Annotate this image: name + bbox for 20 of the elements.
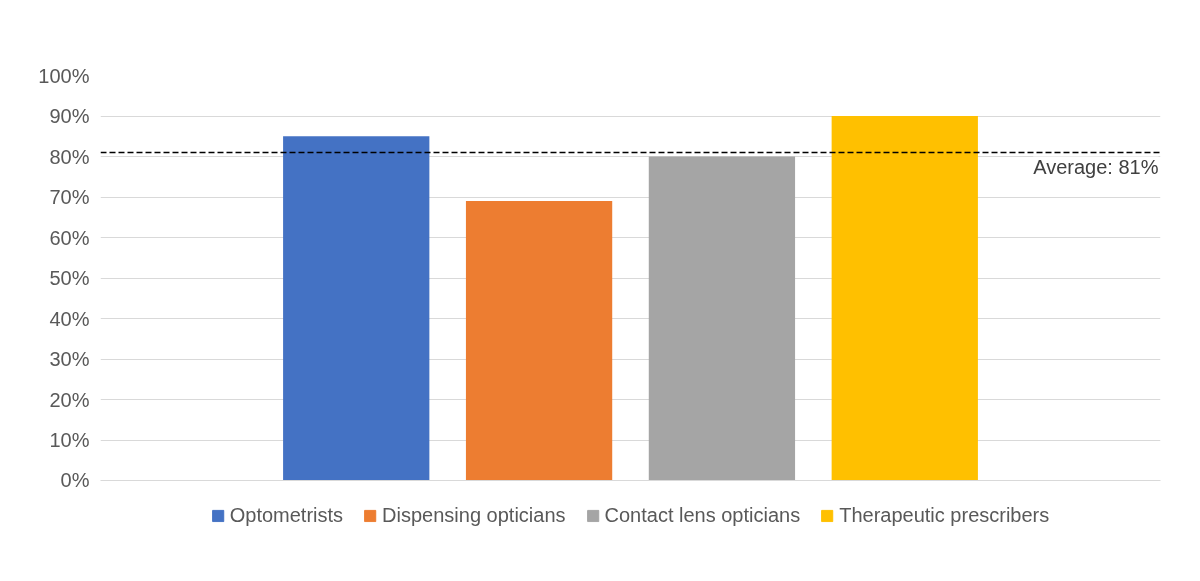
y-tick-label: 30% — [49, 348, 90, 370]
bar — [283, 136, 430, 481]
legend-label: Optometrists — [229, 503, 344, 527]
y-tick-label: 40% — [49, 307, 90, 330]
y-tick-label: 80% — [49, 145, 90, 168]
y-tick-label: 70% — [49, 186, 90, 208]
bar — [465, 201, 613, 481]
legend-label: Dispensing opticians — [382, 503, 566, 527]
y-tick-label: 0% — [60, 468, 90, 491]
y-tick-label: 100% — [38, 64, 90, 87]
y-tick-label: 20% — [49, 388, 90, 411]
ref-line-label: Average: 81% — [1033, 156, 1159, 179]
y-tick-label: 10% — [49, 429, 90, 451]
y-tick-label: 50% — [49, 267, 90, 289]
bar — [831, 116, 978, 481]
legend-label: Therapeutic prescribers — [839, 503, 1050, 527]
bar — [648, 156, 796, 481]
legend-label: Contact lens opticians — [604, 503, 801, 527]
y-tick-label: 90% — [49, 105, 90, 127]
y-tick-label: 60% — [49, 226, 90, 249]
